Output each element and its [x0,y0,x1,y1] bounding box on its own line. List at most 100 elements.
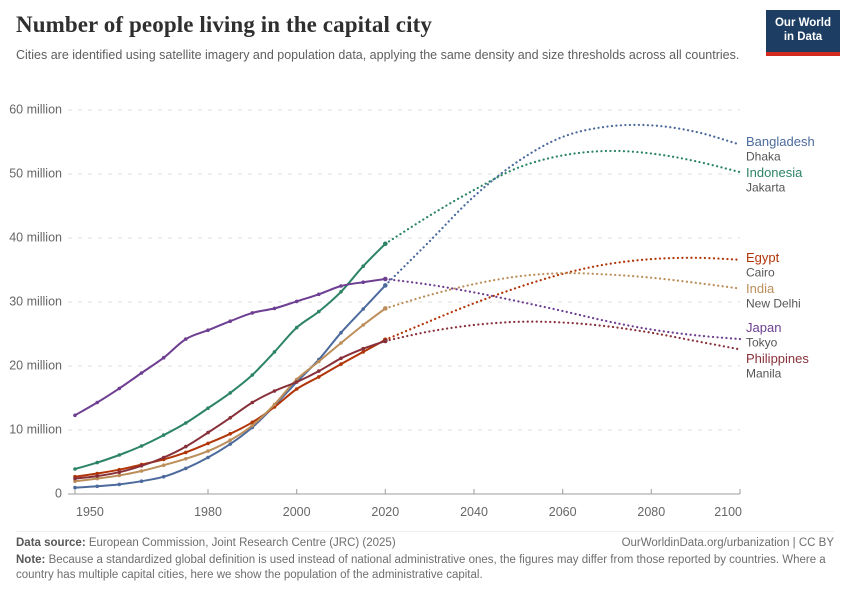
data-point-bangladesh-1965[interactable] [139,479,144,484]
data-point-egypt-1985[interactable] [228,432,232,436]
data-point-india-2015[interactable] [361,323,366,327]
series-japan[interactable] [73,276,742,418]
data-point-indonesia-1990[interactable] [250,373,255,377]
data-point-india-1970[interactable] [161,463,166,468]
data-point-philippines-1965[interactable] [139,464,144,468]
series-philippines[interactable] [73,320,742,481]
projection-line-indonesia[interactable] [384,149,742,245]
data-point-india-1990[interactable] [250,423,255,428]
data-point-philippines-1955[interactable] [95,474,99,478]
data-point-india-2010[interactable] [339,341,343,345]
data-point-philippines-1980[interactable] [206,430,210,435]
data-point-indonesia-2020[interactable] [383,241,388,247]
data-point-india-1965[interactable] [139,469,144,473]
data-point-bangladesh-1950[interactable] [73,485,77,490]
data-point-bangladesh-1985[interactable] [228,442,232,446]
data-point-indonesia-1995[interactable] [272,350,277,354]
data-point-egypt-1990[interactable] [250,420,255,425]
data-point-japan-2005[interactable] [317,292,321,297]
data-point-japan-1995[interactable] [272,306,277,311]
data-point-indonesia-2010[interactable] [339,290,343,294]
projection-line-bangladesh[interactable] [384,123,742,287]
data-point-egypt-2000[interactable] [294,387,299,391]
data-point-indonesia-1985[interactable] [228,391,232,395]
data-point-egypt-1960[interactable] [117,467,122,472]
data-point-philippines-2010[interactable] [339,356,343,361]
data-point-indonesia-1955[interactable] [95,460,99,465]
data-point-india-2000[interactable] [294,377,299,382]
data-point-indonesia-2000[interactable] [294,325,299,330]
data-point-japan-2020[interactable] [383,276,388,282]
projection-line-india[interactable] [384,272,742,310]
data-point-india-2020[interactable] [383,306,388,311]
data-point-philippines-1985[interactable] [228,416,232,420]
data-point-bangladesh-2020[interactable] [383,283,388,288]
legend-label-bangladesh[interactable]: Bangladesh [746,134,815,149]
series-egypt[interactable] [73,256,742,479]
data-point-egypt-2015[interactable] [361,350,366,354]
data-point-egypt-2010[interactable] [339,362,343,366]
data-point-japan-1985[interactable] [228,319,232,324]
data-point-philippines-2005[interactable] [317,369,321,373]
data-point-egypt-1975[interactable] [184,450,188,455]
data-point-japan-1975[interactable] [184,337,188,341]
data-point-indonesia-1965[interactable] [139,444,144,448]
data-point-japan-1990[interactable] [250,311,255,315]
data-point-bangladesh-1970[interactable] [161,474,166,479]
projection-line-philippines[interactable] [384,320,742,351]
data-point-india-1960[interactable] [117,473,122,478]
data-point-indonesia-2015[interactable] [361,264,366,269]
data-point-india-1975[interactable] [184,457,188,461]
data-point-japan-1950[interactable] [73,413,77,418]
data-point-indonesia-2005[interactable] [317,309,321,314]
data-point-philippines-1950[interactable] [73,476,77,481]
data-point-bangladesh-2015[interactable] [361,307,366,311]
history-line-philippines[interactable] [74,340,386,480]
data-point-bangladesh-1955[interactable] [95,484,99,489]
data-point-philippines-2020[interactable] [383,338,388,344]
history-line-japan[interactable] [74,278,386,417]
data-point-japan-1955[interactable] [95,400,99,405]
data-point-philippines-1975[interactable] [184,444,188,449]
owid-logo[interactable]: Our World in Data [766,10,840,56]
data-point-japan-2010[interactable] [339,284,343,288]
data-point-japan-1970[interactable] [161,355,166,360]
data-point-bangladesh-1975[interactable] [184,466,188,471]
projection-line-egypt[interactable] [384,256,742,341]
legend-label-egypt[interactable]: Egypt [746,250,780,265]
data-point-philippines-2015[interactable] [361,346,366,351]
data-point-philippines-1995[interactable] [272,389,277,393]
legend-label-japan[interactable]: Japan [746,320,781,335]
data-point-indonesia-1980[interactable] [206,406,210,411]
data-point-japan-1980[interactable] [206,328,210,333]
data-point-india-1955[interactable] [95,476,99,481]
series-bangladesh[interactable] [73,123,742,490]
data-point-bangladesh-1960[interactable] [117,482,122,487]
data-point-india-1985[interactable] [228,438,232,443]
data-point-egypt-2005[interactable] [317,375,321,379]
data-point-philippines-2000[interactable] [294,380,299,384]
data-point-india-1995[interactable] [272,402,277,407]
legend-label-india[interactable]: India [746,281,775,296]
data-point-egypt-1955[interactable] [95,471,99,476]
data-point-bangladesh-2010[interactable] [339,330,343,335]
series-indonesia[interactable] [73,149,742,471]
projection-line-japan[interactable] [384,277,742,341]
legend-label-indonesia[interactable]: Indonesia [746,165,803,180]
data-point-india-1980[interactable] [206,449,210,453]
data-point-philippines-1960[interactable] [117,470,122,475]
series-india[interactable] [73,272,742,484]
data-point-indonesia-1960[interactable] [117,453,122,457]
data-point-indonesia-1970[interactable] [161,433,166,437]
data-point-japan-1960[interactable] [117,386,122,391]
data-point-indonesia-1975[interactable] [184,421,188,425]
owid-url-link[interactable]: OurWorldinData.org/urbanization | CC BY [621,537,834,549]
data-point-india-2005[interactable] [317,359,321,364]
data-point-japan-2000[interactable] [294,299,299,304]
data-point-japan-2015[interactable] [361,280,366,285]
data-point-indonesia-1950[interactable] [73,467,77,471]
data-point-japan-1965[interactable] [139,371,144,375]
data-point-bangladesh-1980[interactable] [206,455,210,460]
legend-label-philippines[interactable]: Philippines [746,351,809,366]
data-point-philippines-1990[interactable] [250,400,255,405]
